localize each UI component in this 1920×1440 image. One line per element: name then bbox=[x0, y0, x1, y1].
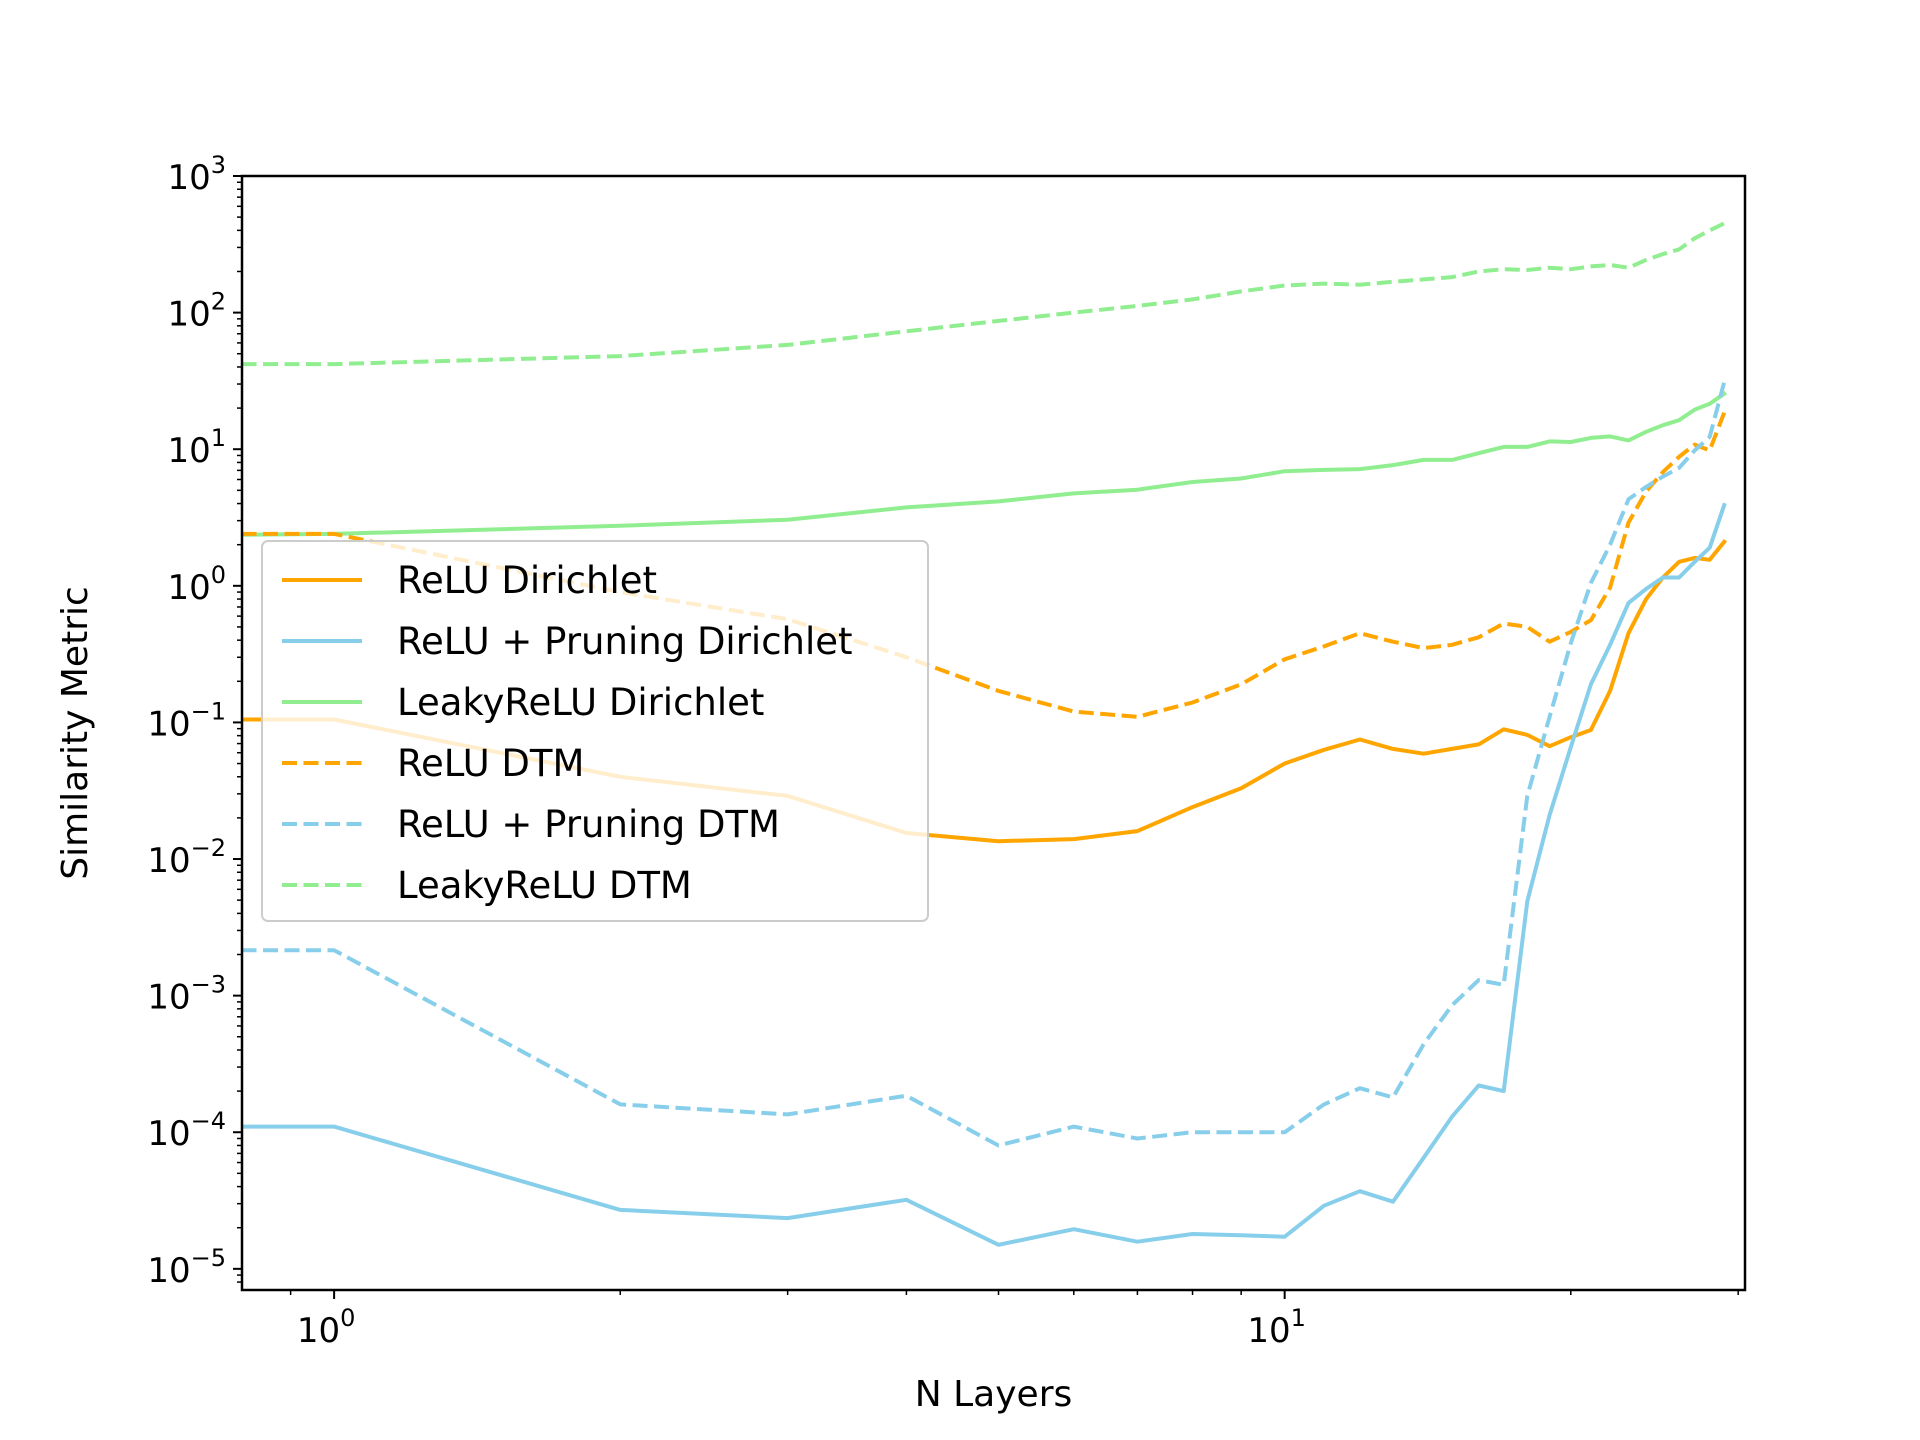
legend-label-2: ReLU + Pruning Dirichlet bbox=[397, 620, 853, 663]
y-tick-label: 10−2 bbox=[147, 834, 226, 881]
x-tick-label: 100 bbox=[297, 1304, 356, 1351]
series-layer bbox=[242, 221, 1728, 1247]
y-tick-label: 10−3 bbox=[147, 971, 226, 1018]
y-tick-label: 100 bbox=[167, 561, 226, 608]
y-tick-label: 10−4 bbox=[147, 1107, 226, 1154]
series-line-4 bbox=[242, 411, 1727, 719]
x-tick-label: 101 bbox=[1247, 1304, 1306, 1351]
y-tick-label: 103 bbox=[167, 151, 226, 198]
legend: ReLU Dirichlet ReLU + Pruning Dirichlet Le… bbox=[261, 540, 929, 922]
series-line-3 bbox=[242, 390, 1727, 537]
y-tick-label: 101 bbox=[167, 424, 226, 471]
legend-label-4: ReLU DTM bbox=[397, 742, 584, 785]
series-line-2 bbox=[242, 502, 1727, 1247]
series-line-5 bbox=[242, 381, 1727, 1148]
legend-label-5: ReLU + Pruning DTM bbox=[397, 803, 780, 846]
y-axis-title: Similarity Metric bbox=[55, 586, 96, 880]
y-tick-label: 10−1 bbox=[147, 697, 226, 744]
legend-items: ReLU Dirichlet ReLU + Pruning Dirichlet Le… bbox=[282, 559, 853, 907]
legend-label-6: LeakyReLU DTM bbox=[397, 864, 692, 907]
y-tick-label: 102 bbox=[167, 288, 226, 335]
series-line-6 bbox=[242, 221, 1726, 367]
tick-layer: 10−5 10−4 10−3 10−2 10−1 100 101 102 103 100 101 bbox=[147, 151, 1739, 1351]
y-tick-label: 10−5 bbox=[147, 1244, 226, 1291]
x-axis-title: N Layers bbox=[915, 1374, 1073, 1415]
legend-frame bbox=[261, 540, 929, 922]
series-line-1 bbox=[242, 538, 1728, 844]
legend-label-1: ReLU Dirichlet bbox=[397, 559, 657, 602]
legend-label-3: LeakyReLU Dirichlet bbox=[397, 681, 764, 724]
plot-frame bbox=[240, 174, 1747, 1292]
